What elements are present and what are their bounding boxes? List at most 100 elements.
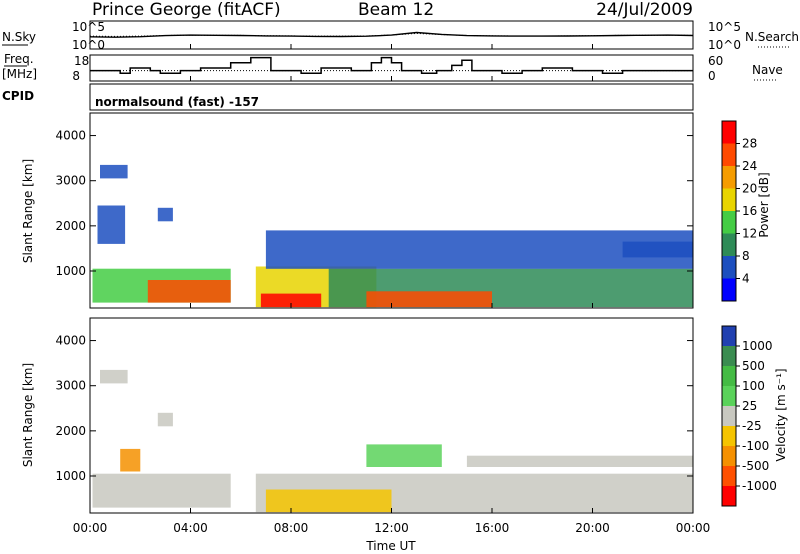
velocity-ytick-label-1: 3000 — [55, 379, 86, 393]
velocity-colorbar-tick-label-0: 1000 — [742, 339, 773, 353]
power-region-5 — [366, 291, 492, 308]
power-ytick-label-0: 4000 — [55, 129, 86, 143]
velocity-colorbar-swatch-7 — [722, 466, 736, 486]
x-axis: 00:00 04:00 08:00 12:00 16:00 20:00 00:00 — [73, 44, 711, 535]
beam-label: Beam 12 — [358, 0, 434, 20]
power-ylabel: Slant Range [km] — [21, 159, 35, 263]
freq-left-tick-top: 18 — [74, 54, 89, 68]
velocity-region-0 — [92, 473, 231, 508]
power-y-axis: 4000 3000 2000 1000 — [55, 129, 693, 278]
velocity-region-7 — [157, 412, 173, 427]
velocity-colorbar-swatch-6 — [722, 446, 736, 466]
station-title: Prince George (fitACF) — [92, 0, 281, 20]
velocity-ytick-label-0: 4000 — [55, 334, 86, 348]
power-region-8 — [100, 164, 128, 179]
date-label: 24/Jul/2009 — [596, 0, 693, 20]
power-region-10 — [265, 230, 693, 269]
x-tick-label-5: 20:00 — [575, 521, 610, 535]
power-colorbar-tick-label-2: 20 — [742, 182, 757, 196]
freq-series — [90, 56, 693, 74]
power-colorbar: 28 24 20 16 12 8 4 — [721, 120, 757, 302]
x-tick-label-3: 12:00 — [374, 521, 409, 535]
x-axis-label: Time UT — [365, 539, 416, 553]
velocity-region-5 — [466, 455, 693, 467]
velocity-colorbar-swatch-0 — [722, 326, 736, 346]
power-colorbar-tick-label-6: 4 — [742, 272, 750, 286]
freq-left-unit: [MHz] — [2, 67, 37, 81]
velocity-region-3 — [366, 444, 442, 467]
x-tick-label-1: 04:00 — [173, 521, 208, 535]
power-colorbar-tick-label-4: 12 — [742, 227, 757, 241]
power-colorbar-swatch-5 — [722, 233, 736, 256]
noise-left-label: N.Sky — [2, 30, 36, 44]
noise-series — [89, 31, 694, 38]
velocity-ylabel: Slant Range [km] — [21, 363, 35, 467]
power-colorbar-swatch-6 — [722, 256, 736, 279]
velocity-region-6 — [100, 369, 128, 384]
power-ytick-label-3: 1000 — [55, 264, 86, 278]
power-heatmap — [92, 164, 693, 308]
freq-right-label: Nave — [752, 63, 783, 77]
velocity-colorbar-frame — [721, 325, 737, 507]
power-ytick-label-2: 2000 — [55, 219, 86, 233]
velocity-y-axis: 4000 3000 2000 1000 — [55, 334, 693, 483]
velocity-colorbar-swatch-3 — [722, 386, 736, 406]
power-colorbar-swatch-0 — [722, 121, 736, 144]
power-region-7 — [157, 207, 173, 222]
velocity-colorbar-swatch-8 — [722, 486, 736, 506]
velocity-colorbar-tick-label-1: 500 — [742, 359, 765, 373]
freq-series-line-0 — [90, 56, 693, 74]
velocity-ytick-label-3: 1000 — [55, 469, 86, 483]
power-colorbar-swatch-2 — [722, 166, 736, 189]
velocity-colorbar-swatch-1 — [722, 346, 736, 366]
cpid-value: normalsound (fast) -157 — [95, 95, 259, 109]
velocity-colorbar-tick-label-4: -25 — [742, 419, 762, 433]
noise-left-tick-bottom: 10^0 — [72, 38, 105, 52]
x-tick-label-6: 00:00 — [676, 521, 711, 535]
velocity-region-2 — [265, 489, 392, 513]
velocity-colorbar-label: Velocity [m s⁻¹] — [774, 368, 788, 461]
power-colorbar-swatch-1 — [722, 143, 736, 166]
freq-right-tick-top: 60 — [708, 54, 723, 68]
cpid-panel: CPID normalsound (fast) -157 — [2, 83, 694, 111]
power-region-3 — [260, 293, 322, 308]
freq-right-tick-bottom: 0 — [708, 69, 716, 83]
x-tick-label-2: 08:00 — [274, 521, 309, 535]
noise-right-label: N.Search — [745, 30, 799, 44]
freq-panel: Freq. [MHz] 18 8 60 0 Nave — [2, 52, 783, 83]
velocity-colorbar-swatch-4 — [722, 406, 736, 426]
noise-series-line-0 — [89, 31, 694, 38]
velocity-colorbar-tick-label-2: 100 — [742, 379, 765, 393]
velocity-region-4 — [120, 448, 141, 472]
power-colorbar-label: Power [dB] — [757, 172, 771, 237]
velocity-colorbar-tick-label-6: -500 — [742, 459, 769, 473]
power-region-1 — [147, 280, 231, 303]
power-colorbar-swatch-7 — [722, 278, 736, 301]
noise-right-tick-bottom: 10^0 — [708, 38, 741, 52]
velocity-ytick-label-2: 2000 — [55, 424, 86, 438]
power-colorbar-tick-label-1: 24 — [742, 159, 757, 173]
velocity-colorbar-tick-label-7: -1000 — [742, 479, 777, 493]
velocity-colorbar-swatch-2 — [722, 366, 736, 386]
power-colorbar-swatch-4 — [722, 211, 736, 234]
freq-left-label: Freq. — [4, 52, 34, 66]
power-colorbar-tick-label-0: 28 — [742, 137, 757, 151]
freq-left-tick-bottom: 8 — [72, 69, 80, 83]
velocity-colorbar-tick-label-5: -100 — [742, 439, 769, 453]
noise-panel: N.Sky 10^5 10^0 10^5 10^0 N.Search — [2, 20, 799, 52]
power-ytick-label-1: 3000 — [55, 174, 86, 188]
velocity-panel: 4000 3000 2000 1000 Slant Range [km] 1000 50… — [21, 317, 788, 514]
power-colorbar-tick-label-5: 8 — [742, 249, 750, 263]
velocity-colorbar-tick-label-3: 25 — [742, 399, 757, 413]
x-tick-label-4: 16:00 — [475, 521, 510, 535]
velocity-heatmap — [92, 369, 694, 513]
cpid-frame — [89, 83, 694, 111]
cpid-label: CPID — [2, 89, 34, 103]
noise-right-tick-top: 10^5 — [708, 20, 741, 34]
velocity-colorbar-swatch-5 — [722, 426, 736, 446]
noise-left-tick-top: 10^5 — [72, 20, 105, 34]
power-region-6 — [97, 205, 126, 244]
velocity-colorbar: 1000 500 100 25 -25 -100 -500 -1000 — [721, 325, 777, 507]
x-tick-label-0: 00:00 — [73, 521, 108, 535]
